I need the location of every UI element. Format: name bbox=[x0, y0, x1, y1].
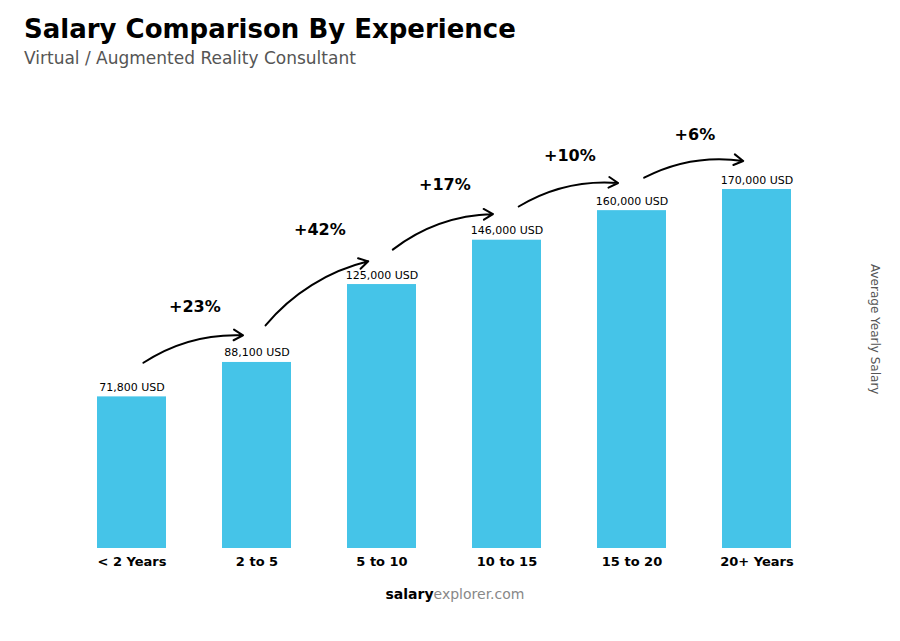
svg-text:< 2 Years: < 2 Years bbox=[98, 554, 167, 569]
svg-text:+23%: +23% bbox=[169, 297, 221, 316]
svg-text:20+ Years: 20+ Years bbox=[720, 554, 794, 569]
svg-text:88,100 USD: 88,100 USD bbox=[224, 346, 290, 359]
svg-text:160,000 USD: 160,000 USD bbox=[596, 195, 669, 208]
svg-text:2 to 5: 2 to 5 bbox=[236, 554, 278, 569]
svg-text:71,800 USD: 71,800 USD bbox=[99, 381, 165, 394]
svg-text:146,000 USD: 146,000 USD bbox=[471, 224, 544, 237]
html-text:salary explorer.com: salary explorer.com bbox=[385, 586, 525, 602]
svg-text:+17%: +17% bbox=[419, 175, 471, 194]
svg-text:15 to 20: 15 to 20 bbox=[602, 554, 662, 569]
svg-text:+6%: +6% bbox=[675, 125, 716, 144]
svg-text:125,000 USD: 125,000 USD bbox=[346, 269, 419, 282]
svg-text:170,000 USD: 170,000 USD bbox=[721, 174, 794, 187]
html-text:Virtual / Augmented Reality Co: Virtual / Augmented Reality Consultant bbox=[24, 48, 356, 68]
svg-text:5 to 10: 5 to 10 bbox=[356, 554, 407, 569]
html-text:Salary Comparison By Experienc: Salary Comparison By Experience bbox=[24, 14, 516, 44]
svg-text:+10%: +10% bbox=[544, 146, 596, 165]
svg-text:+42%: +42% bbox=[294, 220, 346, 239]
html-text:Average Yearly Salary: Average Yearly Salary bbox=[868, 263, 882, 395]
svg-text:10 to 15: 10 to 15 bbox=[477, 554, 537, 569]
